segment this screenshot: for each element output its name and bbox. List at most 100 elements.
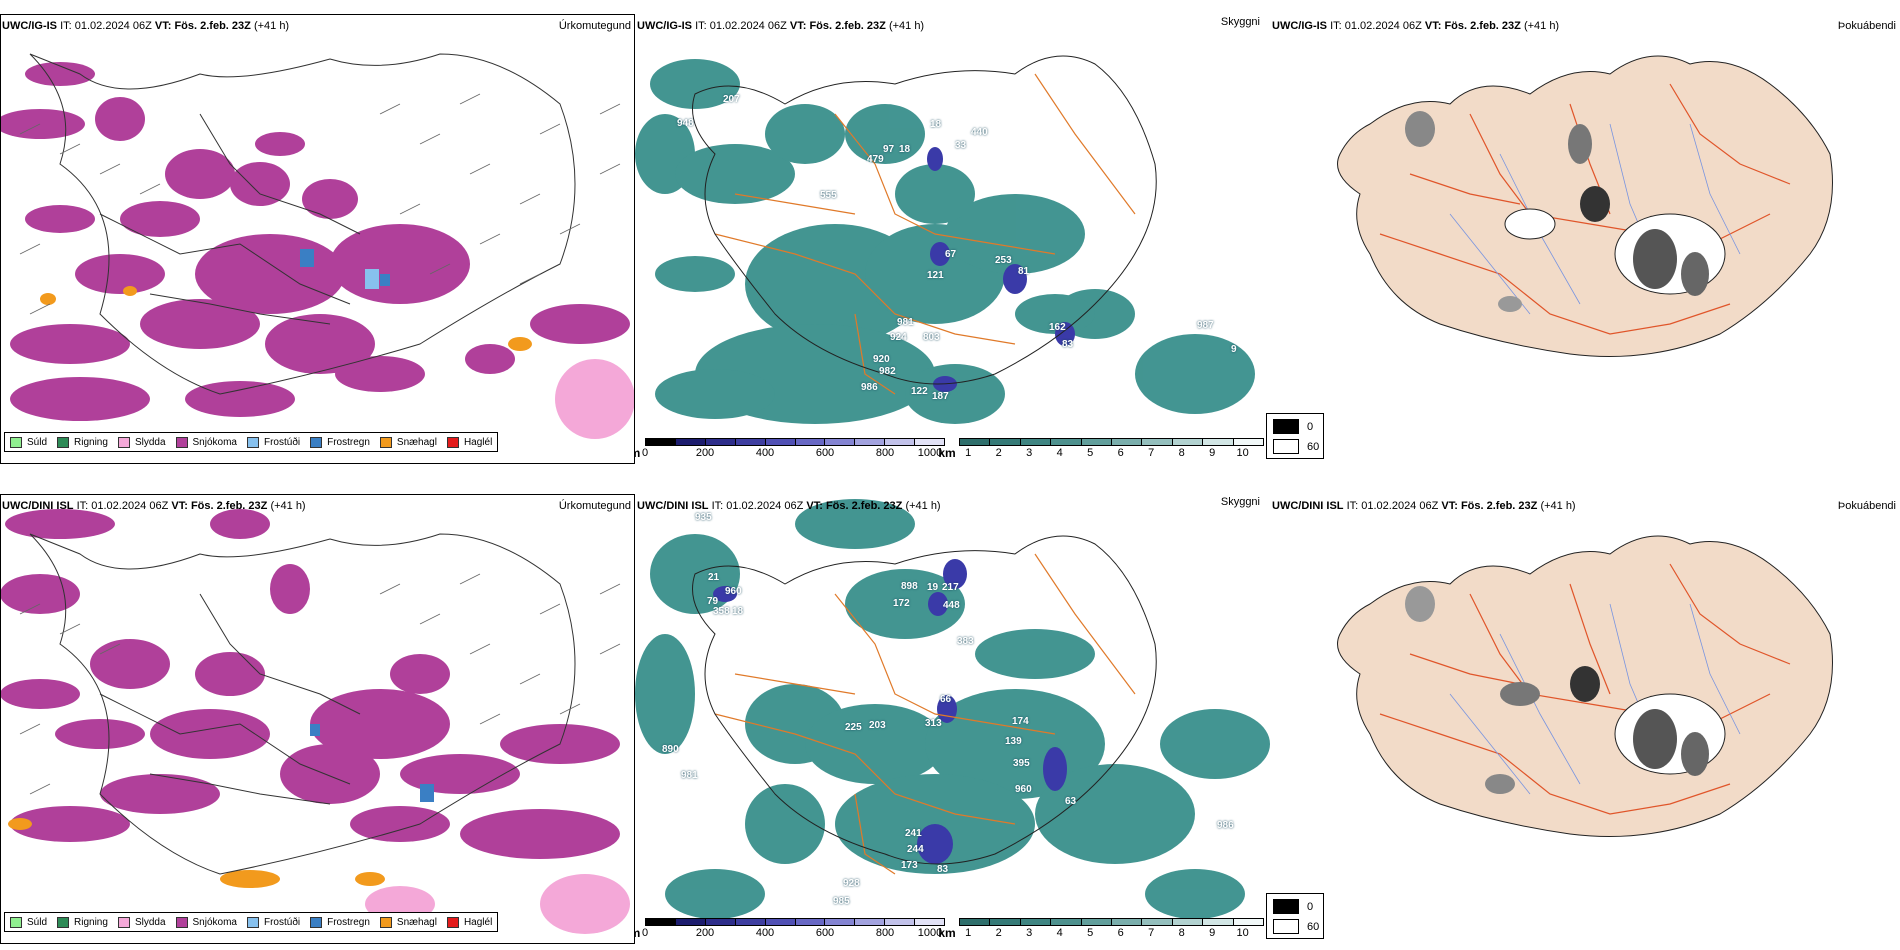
it-label: IT:: [76, 500, 89, 512]
legend-label: Frostregn: [327, 916, 370, 928]
panel-title: UWC/DINI ISL IT: 01.02.2024 06Z VT: Fös.…: [2, 500, 306, 512]
tick-label: 400: [755, 927, 775, 939]
height-label: 18: [930, 119, 942, 130]
height-label: 139: [1005, 736, 1022, 747]
height-label: 172: [893, 598, 910, 609]
height-label: 207: [723, 94, 740, 105]
height-label: 217: [942, 582, 959, 593]
tick-label: 200: [695, 927, 715, 939]
visibility-colorbar: km 1 2 3 4 5 6 7 8 9 10: [938, 918, 1264, 940]
precip-type-panel-row1: UWC/IG-IS IT: 01.02.2024 06Z VT: Fös. 2.…: [0, 14, 635, 464]
fog-index-map: [1337, 535, 1833, 837]
legend-item: Súld: [10, 916, 48, 928]
height-label: 987: [1197, 320, 1214, 331]
it-value: 01.02.2024 06Z: [726, 500, 804, 512]
legend-item: Frostregn: [310, 436, 370, 448]
precip-type-map: [0, 509, 630, 934]
panel-title: UWC/IG-IS IT: 01.02.2024 06Z VT: Fös. 2.…: [1272, 20, 1559, 32]
height-label: 440: [971, 127, 988, 138]
height-label: 9: [1231, 344, 1237, 355]
precip-type-map: [0, 53, 635, 439]
swatch-rigning: [57, 916, 70, 928]
height-label: 18: [732, 606, 744, 617]
model-name: UWC/IG-IS: [1272, 20, 1327, 32]
height-label: 803: [923, 332, 940, 343]
visibility-panel-row2: 935 21 960 898 217 19 79 358 18 172 448 …: [635, 494, 1270, 944]
vt-value: Fös. 2.feb. 23Z: [174, 20, 251, 32]
it-label: IT:: [1346, 500, 1359, 512]
precip-legend: Súld Rigning Slydda Snjókoma Frostúði Fr…: [4, 912, 499, 932]
visibility-map: [635, 499, 1270, 919]
legend-item: Snæhagl: [379, 916, 437, 928]
swatch-frostregn: [310, 436, 323, 448]
height-label: 225: [845, 722, 862, 733]
lead-time: (+41 h): [253, 20, 290, 32]
height-label: 479: [867, 154, 884, 165]
tick-label: 7: [1148, 927, 1155, 939]
swatch-haglel: [446, 916, 459, 928]
legend-label: Súld: [27, 916, 48, 928]
legend-item: Haglél: [446, 436, 492, 448]
height-colorbar: m 0 200 400 600 800 1000: [635, 438, 945, 460]
height-label: 253: [995, 255, 1012, 266]
height-label: 244: [907, 844, 924, 855]
height-label: 63: [1065, 796, 1077, 807]
swatch-frostudi: [246, 436, 259, 448]
height-label: 18: [899, 144, 911, 155]
tick-label: 800: [875, 927, 895, 939]
legend-label: Frostúði: [263, 916, 301, 928]
panel-title: UWC/DINI ISL IT: 01.02.2024 06Z VT: Fös.…: [1272, 500, 1576, 512]
height-label: 383: [957, 636, 974, 647]
swatch-slydda: [117, 916, 130, 928]
height-label: 986: [861, 382, 878, 393]
fog-legend-white: [1273, 919, 1299, 934]
tick-label: 5: [1087, 927, 1094, 939]
height-label: 985: [833, 896, 850, 907]
tick-label: 6: [1117, 927, 1124, 939]
height-label: 83: [937, 864, 949, 875]
height-label: 982: [879, 366, 896, 377]
legend-item: Rigning: [57, 436, 108, 448]
legend-label: Slydda: [134, 436, 166, 448]
height-unit: m: [635, 446, 640, 460]
fog-index-map: [1337, 55, 1833, 357]
panel-variable: Skyggni: [1220, 496, 1260, 508]
height-label: 21: [708, 572, 720, 583]
tick-label: 2: [995, 447, 1002, 459]
tick-label: 1: [965, 447, 972, 459]
legend-item: Snjókoma: [175, 916, 237, 928]
legend-label: Snjókoma: [192, 916, 237, 928]
height-label: 890: [662, 744, 679, 755]
tick-label: 3: [1026, 927, 1033, 939]
tick-label: 9: [1209, 927, 1216, 939]
height-label: 33: [955, 140, 967, 151]
panel-variable: Úrkomutegund: [558, 500, 631, 512]
legend-item: Haglél: [446, 916, 492, 928]
height-label: 121: [927, 270, 944, 281]
legend-label: Frostregn: [327, 436, 370, 448]
tick-label: 5: [1087, 447, 1094, 459]
tick-label: 9: [1209, 447, 1216, 459]
height-label: 898: [901, 581, 918, 592]
visibility-panel-row1: 207 948 18 440 33 97 18 479 555 67 253 8…: [635, 14, 1270, 464]
vt-value: Fös. 2.feb. 23Z: [809, 20, 886, 32]
height-label: 173: [901, 860, 918, 871]
swatch-sud: [10, 436, 22, 448]
height-label: 241: [905, 828, 922, 839]
fog-legend: 0 60: [1266, 893, 1324, 939]
tick-label: 10: [1236, 447, 1249, 459]
lead-time: (+41 h): [270, 500, 306, 512]
tick-label: 1000: [917, 927, 943, 939]
legend-label: Slydda: [134, 916, 166, 928]
height-label: 66: [940, 694, 952, 705]
it-value: 01.02.2024 06Z: [91, 500, 169, 512]
tick-label: 7: [1148, 447, 1155, 459]
precip-type-panel-row2: UWC/DINI ISL IT: 01.02.2024 06Z VT: Fös.…: [0, 494, 635, 944]
height-label: 981: [681, 770, 698, 781]
tick-label: 6: [1117, 447, 1124, 459]
model-name: UWC/DINI ISL: [637, 500, 709, 512]
legend-item: Frostúði: [246, 436, 300, 448]
height-label: 395: [1013, 758, 1030, 769]
height-label: 924: [890, 332, 907, 343]
height-label: 187: [932, 391, 949, 402]
